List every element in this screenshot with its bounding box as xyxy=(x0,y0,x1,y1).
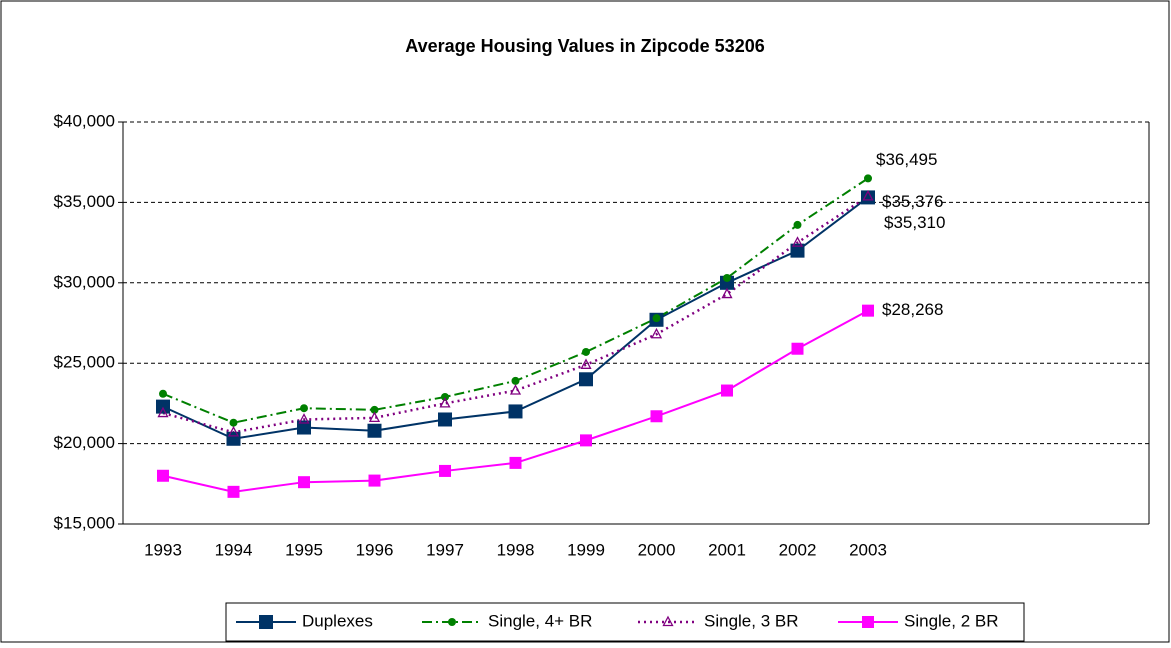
x-tick-label: 1993 xyxy=(144,540,182,559)
y-tick-label: $40,000 xyxy=(54,111,115,130)
marker xyxy=(439,464,451,477)
marker xyxy=(439,397,451,408)
marker xyxy=(438,412,452,427)
y-tick-label: $35,000 xyxy=(54,192,115,211)
marker xyxy=(508,404,523,419)
marker xyxy=(723,273,731,282)
legend-item: Single, 4+ BR xyxy=(422,611,592,630)
marker xyxy=(298,476,310,489)
marker xyxy=(861,190,875,205)
x-tick-label: 1999 xyxy=(567,540,605,559)
marker xyxy=(368,411,381,423)
legend-label: Single, 2 BR xyxy=(904,611,999,630)
marker xyxy=(441,392,449,401)
marker xyxy=(157,469,169,482)
marker xyxy=(297,420,311,435)
x-tick-label: 2001 xyxy=(708,540,746,559)
x-tick-label: 1997 xyxy=(426,540,464,559)
x-tick-label: 2000 xyxy=(638,540,676,559)
y-tick-label: $15,000 xyxy=(54,513,115,532)
marker xyxy=(862,616,874,628)
x-tick-label: 1994 xyxy=(215,540,253,559)
marker xyxy=(791,342,804,355)
marker xyxy=(367,423,382,438)
data-label: $35,310 xyxy=(884,213,945,232)
legend-item: Duplexes xyxy=(236,611,373,630)
legend-item: Single, 3 BR xyxy=(638,611,799,630)
marker xyxy=(579,372,593,387)
marker xyxy=(650,327,663,339)
marker xyxy=(370,405,379,414)
legend-label: Single, 4+ BR xyxy=(488,611,592,630)
legend-label: Duplexes xyxy=(302,611,373,630)
marker xyxy=(862,189,874,201)
x-tick-label: 1998 xyxy=(497,540,535,559)
marker xyxy=(368,474,381,487)
marker xyxy=(156,399,170,414)
marker xyxy=(509,456,522,469)
marker xyxy=(864,174,872,183)
series-line xyxy=(162,195,869,434)
data-label: $28,268 xyxy=(882,300,943,319)
marker xyxy=(509,384,522,395)
marker xyxy=(300,404,308,413)
marker xyxy=(662,615,674,627)
y-tick-label: $30,000 xyxy=(54,272,115,291)
y-tick-label: $20,000 xyxy=(54,433,115,452)
marker xyxy=(862,304,874,317)
marker xyxy=(580,358,592,369)
marker xyxy=(227,425,240,437)
marker xyxy=(511,376,520,385)
marker xyxy=(227,485,240,498)
marker xyxy=(721,287,733,299)
y-tick-label: $25,000 xyxy=(54,353,115,372)
marker xyxy=(580,434,592,447)
marker xyxy=(298,413,310,424)
legend-label: Single, 3 BR xyxy=(704,611,799,630)
data-label: $36,495 xyxy=(876,150,937,169)
marker xyxy=(582,347,590,356)
marker xyxy=(791,236,804,247)
marker xyxy=(652,314,661,323)
x-tick-label: 2003 xyxy=(849,540,887,559)
marker xyxy=(448,618,456,626)
chart-title: Average Housing Values in Zipcode 53206 xyxy=(405,36,764,56)
marker xyxy=(790,243,805,258)
marker xyxy=(721,384,733,397)
data-label: $35,376 xyxy=(882,192,943,211)
marker xyxy=(229,418,238,427)
x-tick-label: 1995 xyxy=(285,540,323,559)
legend-item: Single, 2 BR xyxy=(838,611,999,630)
marker xyxy=(157,406,169,418)
marker xyxy=(226,431,241,446)
x-tick-label: 2002 xyxy=(779,540,817,559)
marker xyxy=(793,220,802,229)
x-tick-label: 1996 xyxy=(356,540,394,559)
marker xyxy=(650,410,663,423)
marker xyxy=(159,389,167,398)
marker xyxy=(259,615,273,629)
